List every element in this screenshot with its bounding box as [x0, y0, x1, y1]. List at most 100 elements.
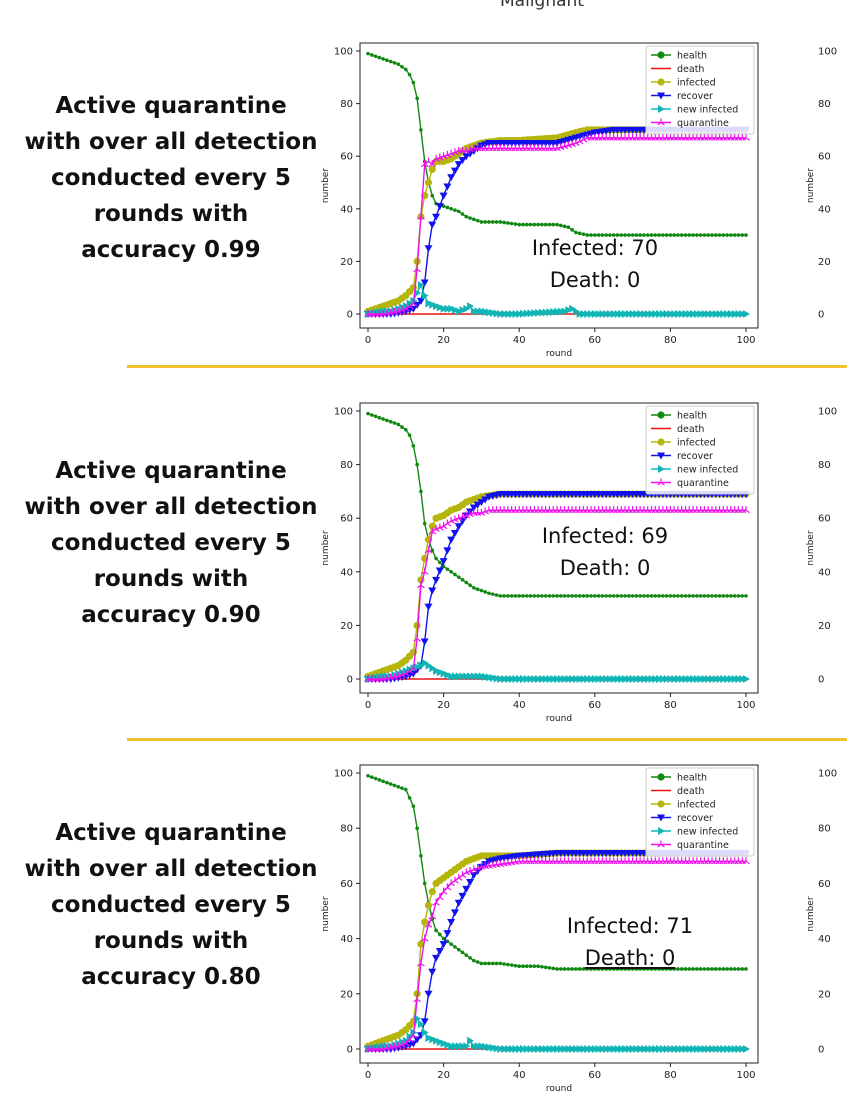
annotation-infected: Infected: 70 [531, 236, 659, 260]
data-point [672, 967, 676, 971]
data-point [439, 887, 448, 895]
row-label-line: accuracy 0.99 [81, 237, 261, 263]
data-point [652, 1045, 660, 1053]
data-point [657, 233, 661, 237]
stub-axis-label: number [806, 168, 816, 203]
data-point [581, 967, 586, 971]
data-point [435, 567, 444, 575]
data-point [472, 217, 476, 222]
data-point [618, 675, 626, 683]
data-point [566, 225, 571, 230]
data-point [556, 143, 565, 151]
data-point [481, 496, 490, 504]
data-point [513, 222, 518, 226]
data-point [630, 967, 635, 971]
data-point [691, 594, 695, 598]
data-point [417, 940, 425, 948]
data-point [634, 594, 639, 598]
series-quarantine [364, 857, 750, 1052]
data-point [441, 564, 446, 569]
annotation-infected: Infected: 69 [541, 524, 669, 548]
data-point [466, 879, 475, 887]
data-point [478, 307, 486, 316]
data-point [701, 1045, 709, 1053]
data-point [547, 594, 552, 598]
data-point [448, 672, 456, 681]
data-point [447, 919, 456, 927]
data-point [494, 220, 499, 224]
data-point [456, 209, 461, 214]
data-point [438, 560, 442, 565]
data-point [727, 675, 735, 683]
data-point [523, 309, 531, 318]
data-point [678, 310, 686, 318]
data-point [454, 523, 463, 531]
data-point [553, 144, 561, 152]
data-point [648, 1045, 656, 1053]
legend: health death infected recover new infected qu… [645, 405, 755, 495]
data-point [698, 594, 703, 598]
data-point [705, 1045, 713, 1053]
data-point [727, 310, 735, 318]
data-point [467, 672, 475, 681]
data-point [724, 310, 732, 318]
data-point [377, 55, 382, 60]
data-point [561, 1045, 569, 1053]
data-point [679, 594, 684, 598]
data-point [743, 310, 750, 318]
data-point [629, 675, 637, 683]
row-label-line: accuracy 0.80 [81, 964, 261, 990]
data-point [498, 594, 503, 598]
x-tick-label: 60 [588, 335, 601, 346]
data-point [569, 1045, 577, 1053]
data-point [483, 590, 487, 594]
data-point [574, 594, 578, 598]
data-point [462, 153, 471, 161]
data-point [508, 675, 516, 683]
data-point [546, 1045, 554, 1053]
data-point [744, 967, 748, 971]
data-point [470, 307, 478, 316]
data-point [640, 1045, 648, 1053]
data-point [740, 967, 745, 971]
data-point [470, 1042, 478, 1051]
data-point [478, 672, 486, 681]
data-point [671, 310, 679, 318]
data-point [485, 308, 493, 317]
data-point [614, 310, 622, 318]
data-point [547, 222, 552, 227]
data-point [436, 668, 444, 677]
data-point [460, 950, 465, 955]
data-point [536, 964, 540, 968]
data-point [577, 967, 582, 971]
data-point [732, 967, 737, 971]
data-point [697, 1045, 705, 1053]
data-point [672, 233, 676, 237]
data-point [710, 967, 714, 971]
data-point [456, 947, 461, 952]
data-point [637, 675, 645, 683]
data-point [535, 675, 543, 683]
data-point [502, 594, 506, 598]
annotation-death: Death: 0 [549, 268, 641, 292]
x-tick-label: 40 [513, 335, 526, 346]
data-point [409, 1040, 418, 1048]
data-point [470, 672, 478, 681]
data-point [649, 233, 654, 237]
data-point [634, 233, 639, 237]
data-point [463, 1042, 471, 1051]
data-point [508, 310, 516, 318]
data-point [614, 675, 622, 683]
data-point [585, 594, 590, 598]
data-point [440, 1039, 448, 1048]
data-point [557, 307, 565, 316]
data-point [385, 780, 389, 785]
data-point [588, 310, 596, 318]
y-tick-label: 80 [340, 99, 353, 110]
data-point [493, 674, 501, 683]
legend-marker [657, 452, 665, 460]
data-point [453, 945, 457, 949]
data-point [451, 306, 459, 315]
data-point [625, 1045, 633, 1053]
data-point [742, 857, 750, 865]
